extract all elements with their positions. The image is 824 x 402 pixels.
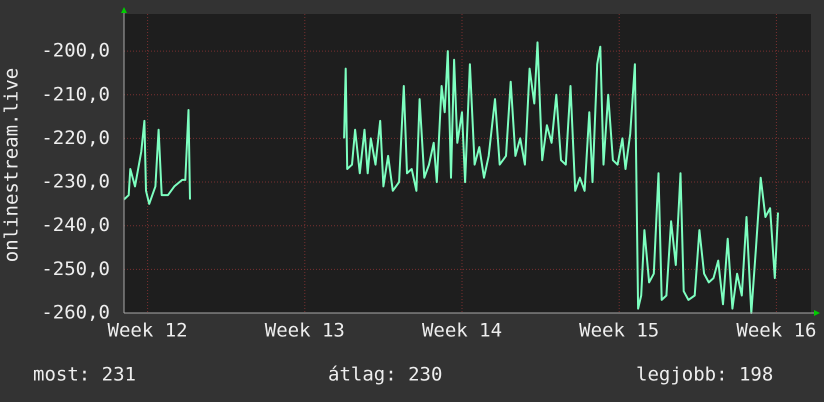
x-axis-arrow (814, 310, 820, 316)
y-tick-label: -200,0 (41, 40, 110, 62)
x-tick-label: Week 13 (265, 320, 345, 342)
stat-label: most: 231 (33, 364, 136, 386)
y-tick-label: -220,0 (41, 127, 110, 149)
y-tick-label: -250,0 (41, 258, 110, 280)
y-axis-arrow (121, 7, 127, 13)
plot-area (124, 14, 811, 313)
x-tick-label: Week 12 (108, 320, 188, 342)
y-axis-label: onlinestream.live (1, 68, 23, 262)
plot (123, 41, 779, 314)
line-series (123, 41, 779, 314)
stat-label: legjobb: 198 (636, 364, 773, 386)
x-tick-label: Week 14 (422, 320, 502, 342)
y-tick-label: -210,0 (41, 83, 110, 105)
y-tick-label: -260,0 (41, 302, 110, 324)
x-tick-label: Week 16 (736, 320, 816, 342)
x-tick-label: Week 15 (579, 320, 659, 342)
y-tick-label: -230,0 (41, 171, 110, 193)
y-tick-label: -240,0 (41, 214, 110, 236)
stat-label: átlag: 230 (328, 364, 442, 386)
